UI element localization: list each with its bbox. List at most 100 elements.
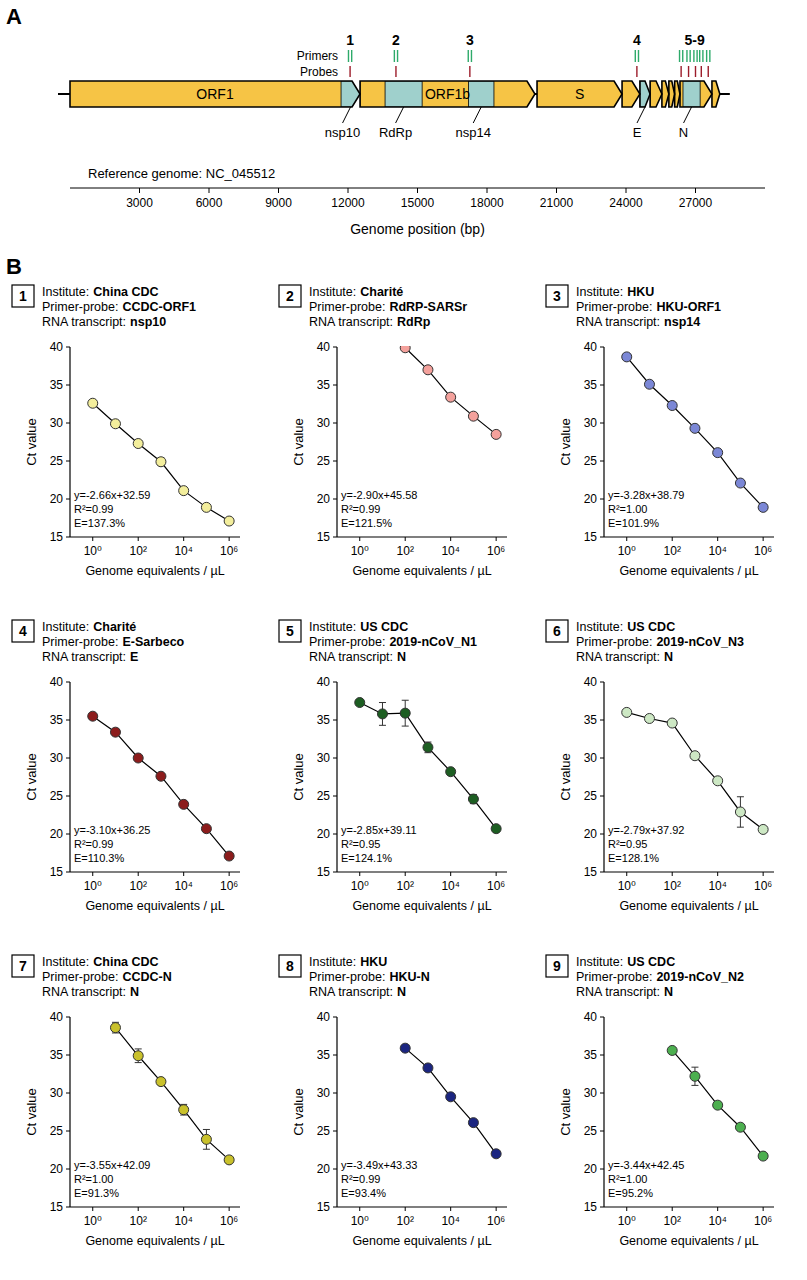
primers-label: Primers [297,49,338,63]
data-point [491,1149,501,1159]
info-value: N [397,985,406,999]
y-tick-label: 35 [584,713,598,727]
error-cap [135,1048,142,1049]
data-point [491,429,501,439]
x-tick [717,537,718,541]
x-axis [337,871,507,872]
x-axis-label: Genome equivalents / µL [352,899,491,913]
y-tick-label: 15 [317,530,331,544]
assay-number: 4 [633,32,641,48]
data-point [224,1155,234,1165]
info-value: E [130,650,138,664]
probe-mark [395,66,396,77]
annotation: E=91.3% [74,1187,119,1199]
gene [650,81,662,107]
assay-number: 3 [466,32,474,48]
primer-mark [468,50,469,62]
info-value: 2019-nCoV_N3 [656,635,744,649]
info-line: Primer-probe:2019-nCoV_N1 [309,635,477,649]
panel-number-box [12,620,34,642]
y-tick-label: 30 [50,751,64,765]
info-value: HKU-ORF1 [656,300,721,314]
x-tick [92,537,93,541]
x-tick-label: 10² [130,1214,147,1228]
y-tick [66,537,70,538]
region [683,81,700,107]
callout-line [473,107,481,123]
info-line: Institute: China CDC [42,955,159,969]
y-tick [66,834,70,835]
annotation: E=137.3% [74,517,125,529]
annotation: y=-3.49x+43.33 [341,1159,417,1171]
y-tick-label: 15 [584,530,598,544]
info-line: Primer-probe:HKU-N [309,970,430,984]
y-tick-label: 40 [584,1010,598,1024]
y-tick [66,796,70,797]
data-point [713,448,723,458]
y-axis-label: Ct value [291,418,306,466]
y-tick [333,720,337,721]
x-tick-label: 10⁰ [84,1214,102,1228]
y-tick [333,796,337,797]
x-tick [626,872,627,876]
chart: 4Institute:CharitéPrimer-probe:E-Sarbeco… [12,620,240,913]
data-line [672,1050,763,1156]
gene [712,81,720,107]
x-axis-label: Genome equivalents / µL [85,899,224,913]
data-point [400,1043,410,1053]
gene-outline [360,81,535,107]
info-value: China CDC [93,955,158,969]
data-point [690,1071,700,1081]
y-tick [600,1055,604,1056]
y-tick-label: 35 [317,713,331,727]
y-tick-label: 35 [317,1048,331,1062]
x-tick-label: 10⁰ [351,544,369,558]
x-tick-label: 10⁶ [220,544,238,558]
data-point [179,486,189,496]
y-axis [336,682,337,872]
region-label: RdRp [379,125,412,140]
info-line: Institute:US CDC [309,620,408,634]
region-label: nsp14 [455,125,490,140]
genome-tick-label: 27000 [679,196,713,210]
data-point [423,365,433,375]
y-axis [603,347,604,537]
panel-number: 3 [553,288,561,304]
info-line: RNA transcript:RdRp [309,315,431,329]
data-point [156,771,166,781]
data-line [115,1028,229,1160]
gene-outline [622,81,640,107]
y-axis [69,347,70,537]
plot-data [400,1043,501,1159]
y-tick [66,1055,70,1056]
info-line: Institute:US CDC [576,955,675,969]
probe-mark [349,66,350,77]
x-axis [337,1206,507,1207]
x-tick-label: 10⁰ [618,544,636,558]
x-tick [763,537,764,541]
info-label: Primer-probe: [309,635,385,649]
y-tick [600,720,604,721]
data-point [491,824,501,834]
annotation: E=124.1% [341,852,392,864]
data-point [201,824,211,834]
region-label: N [679,125,688,140]
x-tick-label: 10² [130,879,147,893]
y-tick-label: 30 [584,416,598,430]
x-tick [717,1207,718,1211]
info-label: Primer-probe: [309,970,385,984]
x-tick-label: 10⁰ [618,879,636,893]
primer-mark [696,50,697,62]
x-tick-label: 10⁶ [487,879,505,893]
y-tick [333,1207,337,1208]
annotation: R²=0.95 [341,838,380,850]
data-point [156,1077,166,1087]
assay-number: 2 [392,32,400,48]
callout-line [684,107,692,123]
info-label: Institute: [42,955,89,969]
gene-outline [537,81,622,107]
error-cap [737,796,744,797]
data-point [110,1023,120,1033]
panel-number: 6 [553,623,561,639]
data-point [735,1122,745,1132]
